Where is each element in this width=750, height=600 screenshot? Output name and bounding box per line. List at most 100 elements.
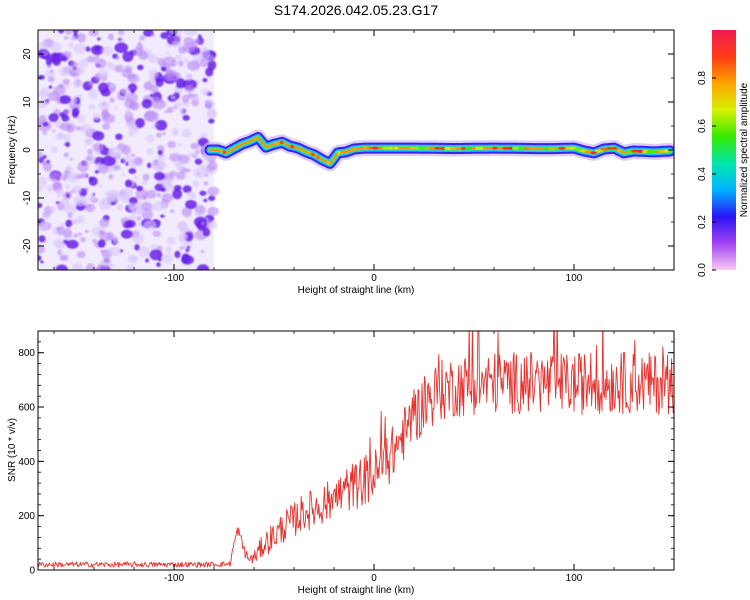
noise-blob (38, 202, 43, 209)
snr-y-tick-label: 200 (18, 511, 35, 522)
noise-blob (149, 93, 153, 98)
noise-blob (55, 264, 69, 270)
noise-blob (191, 152, 196, 158)
noise-blob (173, 184, 182, 191)
ridge-peak (492, 146, 498, 150)
snr-y-label: SNR (10 * v/v) (7, 418, 18, 482)
noise-blob (182, 42, 195, 53)
noise-blob (59, 95, 72, 105)
noise-blob (195, 79, 200, 84)
noise-blob (93, 112, 101, 121)
noise-blob (59, 254, 66, 261)
noise-blob (76, 250, 86, 259)
noise-blob (184, 199, 198, 210)
noise-blob (145, 134, 155, 143)
ridge-peak (428, 146, 437, 150)
noise-blob (182, 185, 192, 194)
colorbar-ticks: 0.0 0.2 0.4 0.6 0.8 (697, 71, 716, 277)
noise-blob (50, 42, 62, 53)
ridge-peak (347, 148, 352, 153)
spectrogram-x-tick-label: 0 (371, 273, 377, 284)
noise-blob (110, 264, 115, 268)
ridge-peak (279, 140, 284, 145)
noise-blob (73, 43, 87, 54)
noise-blob (150, 158, 166, 170)
ridge-peak (646, 150, 656, 154)
ridge-peak (388, 146, 394, 150)
noise-blob (55, 241, 66, 249)
noise-blob (109, 97, 115, 103)
noise-blob (71, 107, 80, 116)
noise-blob (48, 113, 59, 123)
noise-blob (207, 186, 220, 197)
noise-blob (38, 74, 45, 80)
noise-blob (194, 211, 201, 216)
noise-blob (144, 110, 157, 121)
ridge-peak (439, 146, 446, 150)
noise-blob (45, 69, 55, 78)
noise-blob (50, 69, 54, 73)
spectrogram-y-tick-label: 10 (22, 96, 33, 108)
snr-x-tick-label: -100 (164, 573, 184, 584)
noise-blob (98, 100, 111, 112)
noise-blob (38, 90, 49, 99)
noise-blob (120, 229, 133, 239)
noise-blob (114, 64, 125, 73)
noise-blob (207, 118, 215, 124)
noise-blob (125, 219, 136, 228)
noise-blob (38, 41, 49, 50)
snr-y-tick-label: 400 (18, 457, 35, 468)
ridge-peak (371, 146, 379, 150)
noise-blob (164, 70, 179, 82)
noise-blob (77, 197, 82, 202)
noise-blob (66, 193, 70, 198)
noise-blob (123, 154, 132, 164)
snr-x-tick-label: 0 (371, 573, 377, 584)
colorbar-tick-label: 0.0 (697, 263, 708, 277)
noise-blob (55, 187, 65, 195)
noise-blob (48, 85, 53, 90)
noise-blob (69, 35, 77, 42)
noise-blob (176, 30, 183, 36)
noise-blob (116, 204, 124, 211)
noise-blob (46, 184, 54, 193)
noise-blob (171, 40, 182, 48)
noise-blob (80, 172, 89, 179)
noise-blob (155, 262, 161, 268)
noise-blob (57, 249, 63, 256)
noise-blob (211, 52, 215, 56)
noise-blob (179, 246, 185, 251)
noise-blob (136, 185, 144, 192)
noise-blob (150, 33, 155, 37)
noise-blob (100, 88, 112, 97)
noise-blob (70, 61, 79, 68)
noise-blob (38, 100, 47, 109)
noise-blob (181, 128, 192, 138)
noise-blob (122, 51, 134, 63)
ridge-peak (222, 150, 227, 155)
noise-blob (76, 114, 86, 123)
noise-blob (107, 146, 123, 158)
noise-blob (42, 50, 49, 56)
colorbar-tick-label: 0.4 (697, 167, 708, 181)
noise-blob (139, 35, 146, 41)
noise-blob (106, 81, 112, 86)
spectrogram-y-label: Frequency (Hz) (7, 116, 18, 185)
noise-blob (186, 245, 191, 250)
noise-blob (97, 239, 106, 248)
ridge-peak (393, 146, 399, 150)
noise-blob (167, 106, 174, 114)
noise-blob (63, 228, 73, 238)
noise-blob (45, 57, 53, 66)
noise-blob (100, 249, 106, 254)
noise-blob (84, 203, 96, 213)
noise-blob (157, 154, 164, 159)
noise-blob (38, 255, 42, 261)
noise-blob (175, 171, 186, 180)
noise-blob (149, 76, 156, 84)
ridge-peak (538, 147, 546, 151)
noise-blob (72, 30, 79, 34)
ridge-peak (461, 146, 467, 150)
noise-blob (55, 132, 66, 141)
